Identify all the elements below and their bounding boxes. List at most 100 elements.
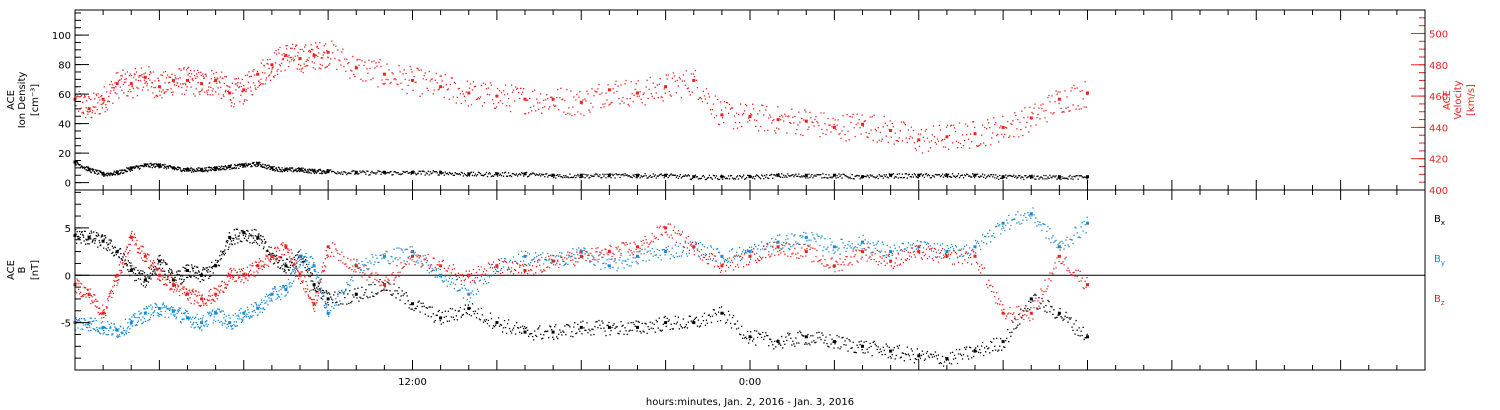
by-point bbox=[776, 240, 780, 244]
by-point bbox=[382, 254, 386, 258]
bz-point bbox=[748, 254, 752, 258]
y-tick-label: 0 bbox=[65, 271, 71, 282]
by-point bbox=[129, 321, 133, 325]
by-point bbox=[143, 311, 147, 315]
by-point bbox=[270, 292, 274, 296]
velocity-point bbox=[87, 107, 91, 111]
bx-point bbox=[439, 316, 443, 320]
velocity-point bbox=[776, 118, 780, 122]
by-point bbox=[1029, 212, 1033, 216]
by-point bbox=[326, 311, 330, 315]
x-tick-labels: 12:00 0:00 bbox=[398, 377, 761, 388]
velocity-point bbox=[692, 78, 696, 82]
bz-point bbox=[157, 273, 161, 277]
y-tick-label: 80 bbox=[58, 61, 71, 72]
density-point bbox=[861, 175, 864, 179]
plasma-points bbox=[73, 40, 1089, 181]
velocity-point bbox=[101, 97, 105, 101]
velocity-point bbox=[326, 50, 330, 54]
by-point bbox=[312, 264, 316, 268]
bz-point bbox=[1001, 311, 1005, 315]
velocity-axis-label: Velocity bbox=[1453, 80, 1464, 119]
density-point bbox=[1086, 175, 1089, 179]
bz-point bbox=[115, 273, 119, 277]
bx-point bbox=[467, 306, 471, 310]
velocity-point bbox=[523, 97, 527, 101]
bx-point bbox=[861, 344, 864, 348]
by-point bbox=[720, 254, 724, 258]
density-point bbox=[1029, 175, 1033, 179]
by-point bbox=[214, 311, 218, 315]
bz-point bbox=[242, 273, 246, 277]
y-tick-label: 440 bbox=[1429, 123, 1448, 134]
density-axis-label: ACE bbox=[6, 90, 17, 110]
velocity-point bbox=[270, 63, 274, 67]
bz-point bbox=[607, 250, 611, 254]
velocity-point bbox=[242, 88, 246, 92]
density-axis-unit: [cm⁻³] bbox=[30, 84, 41, 116]
velocity-point bbox=[495, 94, 499, 98]
by-point bbox=[101, 325, 105, 329]
bz-point bbox=[776, 245, 780, 249]
y-tick-label: 20 bbox=[58, 149, 71, 160]
magnetic-field-panel-frame bbox=[74, 189, 1426, 371]
velocity-point bbox=[186, 78, 189, 82]
velocity-point bbox=[467, 91, 471, 95]
x-axis-label: hours:minutes, Jan. 2, 2016 - Jan. 3, 20… bbox=[646, 397, 854, 408]
bz-point bbox=[973, 254, 977, 258]
bz-point bbox=[186, 292, 189, 296]
by-point bbox=[889, 250, 893, 254]
velocity-point bbox=[720, 113, 724, 117]
magnetic-field-panel: -5 0 5 ACE B [nT] Bx By Bz bbox=[6, 10, 1445, 371]
bx-point bbox=[748, 335, 752, 339]
velocity-point bbox=[551, 97, 555, 101]
velocity-point bbox=[1057, 97, 1061, 101]
velocity-point bbox=[439, 85, 443, 89]
velocity-point bbox=[298, 57, 302, 60]
density-point bbox=[720, 175, 724, 179]
velocity-point bbox=[129, 82, 133, 86]
bz-point bbox=[171, 283, 175, 287]
legend-entry-bx: Bx bbox=[1434, 214, 1445, 227]
density-point bbox=[439, 170, 443, 174]
bx-point bbox=[1057, 311, 1061, 315]
plasma-panel-frame bbox=[74, 9, 1426, 191]
bx-point bbox=[1086, 335, 1089, 339]
density-point bbox=[607, 173, 611, 177]
bz-point bbox=[523, 269, 527, 272]
b-y-axis: -5 0 5 bbox=[61, 191, 89, 371]
by-point bbox=[664, 250, 668, 254]
velocity-texture bbox=[75, 40, 1088, 154]
y-tick-label: 0 bbox=[65, 179, 71, 190]
bz-point bbox=[312, 302, 316, 306]
density-point bbox=[945, 173, 949, 177]
bz-point bbox=[636, 245, 639, 249]
bx-point bbox=[256, 235, 260, 239]
velocity-axis-label: ACE bbox=[1442, 90, 1453, 110]
velocity-point bbox=[411, 78, 414, 82]
velocity-point bbox=[607, 88, 611, 92]
y-tick-label: 400 bbox=[1429, 186, 1448, 197]
velocity-series bbox=[73, 50, 1089, 142]
velocity-point bbox=[200, 82, 204, 86]
bz-point bbox=[256, 264, 260, 268]
by-point bbox=[87, 321, 91, 325]
y-tick-label: 60 bbox=[58, 90, 71, 101]
density-point bbox=[411, 170, 414, 174]
plasma-panel: 0 20 40 60 80 100 400 420 440 460 480 500 ACE Ion … bbox=[6, 9, 1477, 197]
bx-point bbox=[87, 235, 91, 239]
by-point bbox=[439, 273, 443, 277]
velocity-point bbox=[354, 66, 358, 70]
bx-point bbox=[776, 340, 780, 344]
b-axis-unit: [nT] bbox=[30, 260, 41, 280]
bx-point bbox=[832, 340, 836, 344]
bz-point bbox=[382, 283, 386, 287]
density-point bbox=[115, 170, 119, 174]
by-point bbox=[200, 321, 204, 325]
bz-point bbox=[720, 264, 724, 268]
bz-point bbox=[298, 273, 302, 277]
legend-entry-bz: Bz bbox=[1434, 294, 1445, 307]
by-point bbox=[1057, 245, 1061, 249]
x-tick-label: 12:00 bbox=[398, 377, 427, 388]
